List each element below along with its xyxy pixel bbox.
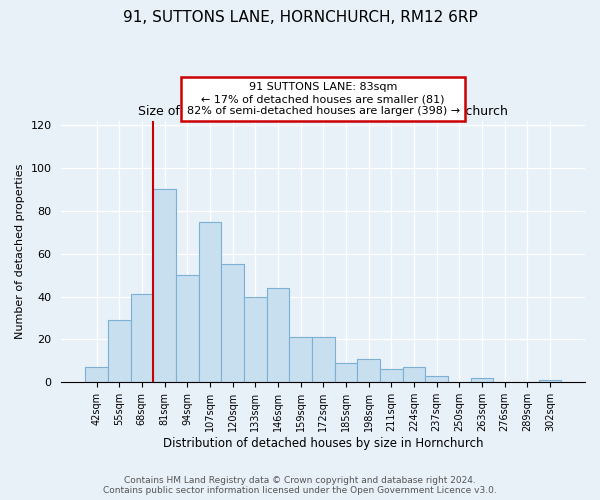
Bar: [312, 338, 335, 382]
Bar: [244, 296, 266, 382]
Bar: [470, 378, 493, 382]
Bar: [131, 294, 153, 382]
X-axis label: Distribution of detached houses by size in Hornchurch: Distribution of detached houses by size …: [163, 437, 484, 450]
Bar: [153, 190, 176, 382]
Bar: [335, 363, 357, 382]
Bar: [199, 222, 221, 382]
Bar: [289, 338, 312, 382]
Bar: [266, 288, 289, 382]
Bar: [425, 376, 448, 382]
Text: Contains HM Land Registry data © Crown copyright and database right 2024.
Contai: Contains HM Land Registry data © Crown c…: [103, 476, 497, 495]
Text: 91, SUTTONS LANE, HORNCHURCH, RM12 6RP: 91, SUTTONS LANE, HORNCHURCH, RM12 6RP: [122, 10, 478, 25]
Bar: [403, 368, 425, 382]
Bar: [539, 380, 561, 382]
Bar: [176, 275, 199, 382]
Bar: [357, 359, 380, 382]
Y-axis label: Number of detached properties: Number of detached properties: [15, 164, 25, 340]
Bar: [108, 320, 131, 382]
Title: Size of property relative to detached houses in Hornchurch: Size of property relative to detached ho…: [138, 106, 508, 118]
Bar: [380, 370, 403, 382]
Text: 91 SUTTONS LANE: 83sqm
← 17% of detached houses are smaller (81)
82% of semi-det: 91 SUTTONS LANE: 83sqm ← 17% of detached…: [187, 82, 460, 116]
Bar: [85, 368, 108, 382]
Bar: [221, 264, 244, 382]
